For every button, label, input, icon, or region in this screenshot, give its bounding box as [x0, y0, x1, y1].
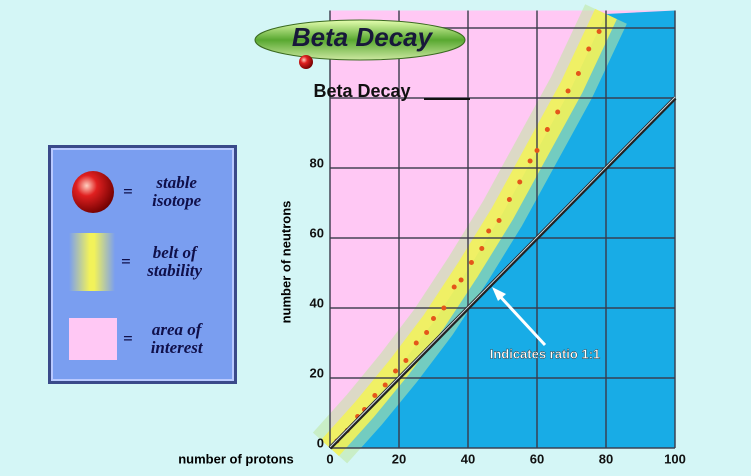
- ratio-line-highlight: [329, 96, 676, 448]
- stable-isotope: [544, 127, 550, 132]
- annotation-arrow: [494, 290, 547, 347]
- stable-isotope: [517, 179, 523, 185]
- stable-isotope: [393, 368, 399, 374]
- stable-isotope: [468, 260, 474, 265]
- ratio-line: [328, 96, 677, 450]
- y-axis-label: number of neutrons: [278, 201, 293, 324]
- legend-swatch: [72, 171, 114, 213]
- x-axis-label: number of protons: [178, 451, 294, 466]
- legend-equals: =: [123, 182, 133, 201]
- legend-swatch: [69, 233, 115, 291]
- stable-isotope: [431, 316, 436, 321]
- legend-item: = belt of stability: [69, 233, 215, 291]
- x-tick-label: 60: [530, 451, 544, 466]
- stable-isotope: [403, 358, 409, 363]
- stable-isotope: [575, 71, 581, 76]
- x-tick-label: 0: [326, 451, 333, 466]
- x-tick-label: 20: [392, 451, 406, 466]
- y-tick-label: 0: [317, 435, 324, 450]
- stable-isotope: [555, 109, 561, 115]
- stable-isotope: [372, 393, 378, 398]
- stable-isotope: [527, 158, 533, 164]
- legend: = stable isotope = belt of stability = a…: [48, 145, 237, 384]
- stable-isotope: [458, 277, 464, 283]
- legend-label: stable isotope: [152, 173, 202, 210]
- legend-swatch: [69, 318, 117, 360]
- title-badge: [254, 19, 466, 61]
- y-tick-label: 20: [310, 365, 324, 380]
- legend-item: = stable isotope: [69, 168, 217, 216]
- legend-item: = area of interest: [69, 318, 217, 360]
- legend-label: area of interest: [150, 320, 203, 357]
- stable-isotope: [441, 305, 447, 311]
- stable-isotope: [565, 88, 571, 94]
- legend-equals: =: [121, 252, 131, 271]
- y-tick-label: 40: [310, 295, 324, 310]
- stable-isotope: [479, 246, 485, 251]
- chart-subtitle: Beta Decay: [313, 81, 410, 101]
- stable-isotope: [506, 197, 512, 202]
- legend-equals: =: [123, 329, 133, 348]
- stable-isotope: [586, 46, 592, 52]
- chart-title: Beta Decay: [292, 22, 434, 52]
- x-tick-label: 40: [461, 451, 475, 466]
- stable-isotope: [496, 218, 502, 223]
- annotation: Indicates ratio 1:1: [490, 346, 601, 361]
- x-tick-label: 80: [599, 451, 613, 466]
- stable-isotope: [413, 340, 419, 346]
- y-tick-label: 60: [310, 225, 324, 240]
- annotation-arrowhead: [492, 287, 506, 301]
- y-tick-label: 80: [310, 155, 324, 170]
- decor-ball: [299, 55, 313, 69]
- legend-label: belt of stability: [147, 243, 203, 280]
- stable-isotope: [534, 148, 540, 153]
- stable-isotope: [596, 29, 602, 34]
- stable-isotope: [424, 330, 430, 335]
- stable-isotope: [451, 284, 457, 290]
- stable-isotope: [382, 382, 388, 388]
- stable-isotope: [486, 228, 492, 234]
- x-tick-label: 100: [664, 451, 686, 466]
